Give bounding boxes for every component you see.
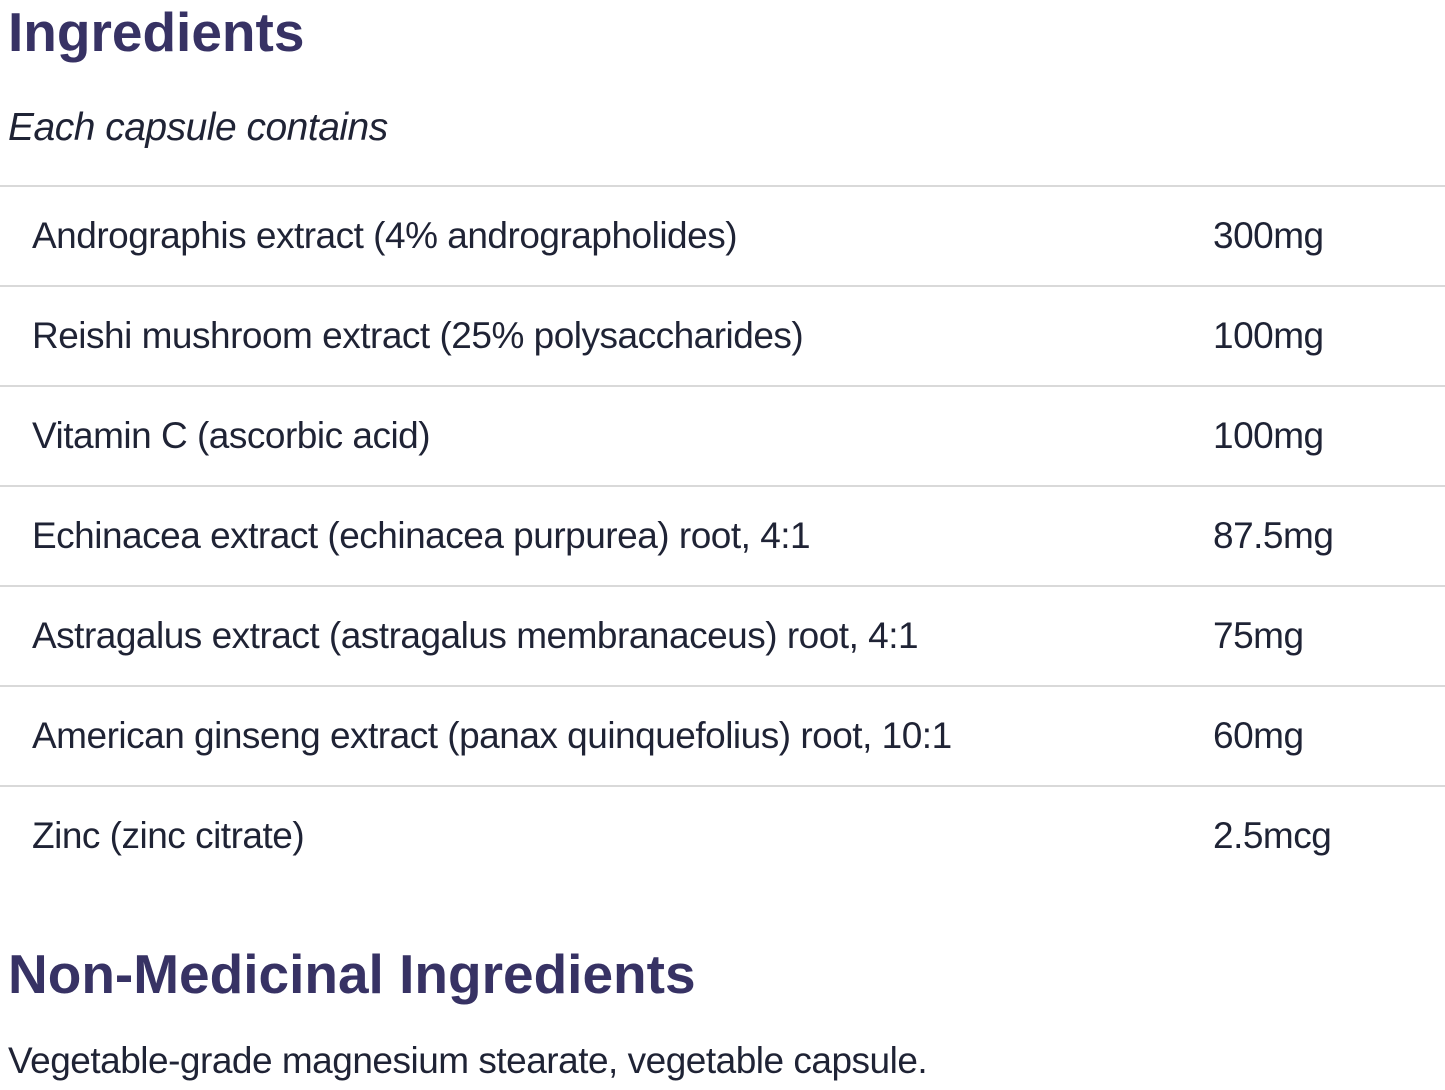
non-medicinal-ingredients-title: Non-Medicinal Ingredients [8, 943, 696, 1005]
ingredient-amount: 75mg [1213, 615, 1304, 656]
table-row: Echinacea extract (echinacea purpurea) r… [0, 485, 1445, 585]
each-capsule-contains-subtitle: Each capsule contains [8, 106, 388, 149]
ingredient-amount: 60mg [1213, 715, 1304, 756]
ingredients-table: Andrographis extract (4% andrographolide… [0, 185, 1445, 885]
ingredient-name: Zinc (zinc citrate) [32, 815, 305, 856]
ingredient-amount: 300mg [1213, 215, 1324, 256]
ingredient-amount: 100mg [1213, 415, 1324, 456]
table-row: Andrographis extract (4% andrographolide… [0, 185, 1445, 285]
ingredient-name: Vitamin C (ascorbic acid) [32, 415, 431, 456]
ingredient-amount: 2.5mcg [1213, 815, 1332, 856]
ingredient-amount: 87.5mg [1213, 515, 1334, 556]
table-row: American ginseng extract (panax quinquef… [0, 685, 1445, 785]
table-row: Zinc (zinc citrate) 2.5mcg [0, 785, 1445, 885]
ingredients-title: Ingredients [8, 1, 305, 63]
ingredient-name: American ginseng extract (panax quinquef… [32, 715, 952, 756]
ingredient-name: Astragalus extract (astragalus membranac… [32, 615, 919, 656]
table-row: Astragalus extract (astragalus membranac… [0, 585, 1445, 685]
table-row: Reishi mushroom extract (25% polysacchar… [0, 285, 1445, 385]
ingredient-name: Reishi mushroom extract (25% polysacchar… [32, 315, 804, 356]
ingredient-name: Andrographis extract (4% andrographolide… [32, 215, 738, 256]
non-medicinal-ingredients-text: Vegetable-grade magnesium stearate, vege… [8, 1040, 928, 1081]
ingredient-name: Echinacea extract (echinacea purpurea) r… [32, 515, 811, 556]
table-row: Vitamin C (ascorbic acid) 100mg [0, 385, 1445, 485]
ingredient-amount: 100mg [1213, 315, 1324, 356]
